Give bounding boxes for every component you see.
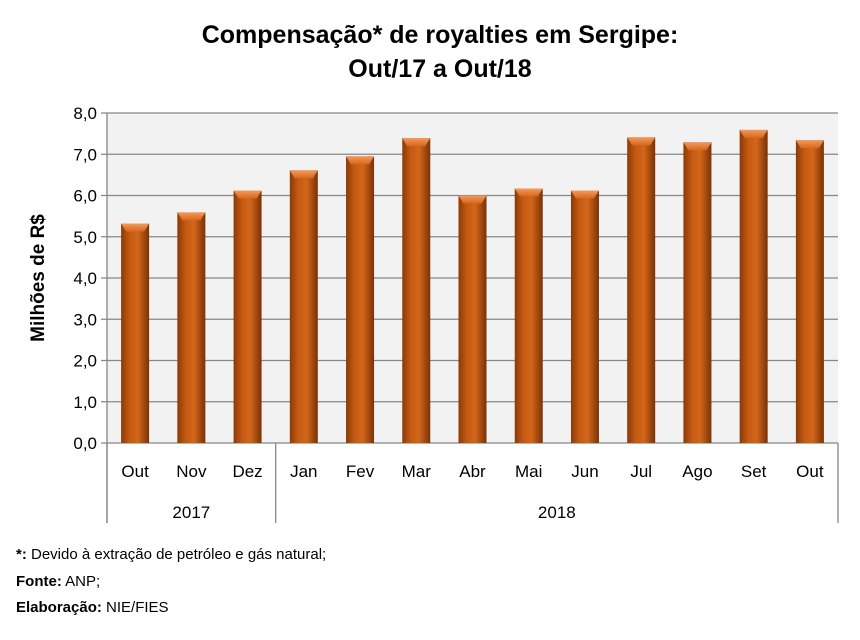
x-tick-label: Mar	[402, 462, 432, 481]
bar	[458, 195, 487, 443]
title-line: Compensação* de royalties em Sergipe:	[201, 21, 679, 49]
bar	[795, 140, 824, 443]
y-tick-label: 1,0	[73, 393, 97, 412]
bar-cap	[346, 156, 375, 165]
chart-title: Compensação* de royalties em Sergipe: Ou…	[0, 18, 860, 86]
bar	[402, 138, 431, 443]
bar	[570, 190, 599, 443]
y-tick-label: 5,0	[73, 228, 97, 247]
x-tick-label: Ago	[682, 462, 712, 481]
group-label: 2017	[172, 503, 210, 522]
y-tick-label: 3,0	[73, 310, 97, 329]
footnote-source: Fonte: ANP;	[16, 573, 100, 590]
x-tick-label: Jul	[630, 462, 652, 481]
y-tick-label: 4,0	[73, 269, 97, 288]
bar-cap	[233, 190, 262, 199]
bar	[739, 129, 768, 443]
footnote-text: Devido à extração de petróleo e gás natu…	[26, 546, 327, 563]
footnote-key: *:	[16, 546, 27, 563]
y-tick-label: 2,0	[73, 352, 97, 371]
x-tick-label: Set	[741, 462, 767, 481]
bar-cap	[402, 138, 431, 147]
bar	[683, 142, 712, 443]
x-tick-label: Nov	[176, 462, 207, 481]
bar	[121, 223, 150, 443]
bar-cap	[739, 129, 768, 138]
x-tick-label: Out	[121, 462, 149, 481]
bar-cap	[177, 212, 206, 221]
bar	[233, 190, 262, 443]
footnote-asterisk: *: Devido à extração de petróleo e gás n…	[16, 546, 326, 563]
x-tick-label: Dez	[232, 462, 262, 481]
footnote-key: Fonte:	[16, 573, 62, 590]
bar-cap	[289, 170, 318, 179]
bar	[289, 170, 318, 443]
bar-cap	[683, 142, 712, 151]
bar-cap	[570, 190, 599, 199]
subtitle-line: Out/17 a Out/18	[348, 55, 532, 83]
bar-cap	[627, 137, 656, 146]
bar	[627, 137, 656, 443]
y-tick-label: 7,0	[73, 145, 97, 164]
bar	[514, 188, 543, 443]
x-tick-label: Abr	[459, 462, 486, 481]
footnote-text: ANP;	[61, 573, 101, 590]
x-tick-label: Jan	[290, 462, 317, 481]
bar	[177, 212, 206, 443]
y-axis-label: Milhões de R$	[28, 214, 49, 342]
y-tick-label: 0,0	[73, 434, 97, 453]
y-tick-label: 6,0	[73, 187, 97, 206]
y-tick-label: 8,0	[73, 104, 97, 123]
bar	[346, 156, 375, 443]
footnote-text: NIE/FIES	[101, 599, 169, 616]
bar-cap	[514, 188, 543, 197]
footnote-key: Elaboração:	[16, 599, 102, 616]
footnote-elaboration: Elaboração: NIE/FIES	[16, 599, 169, 616]
bar-cap	[795, 140, 824, 149]
group-label: 2018	[538, 503, 576, 522]
x-tick-label: Fev	[346, 462, 375, 481]
x-tick-label: Jun	[571, 462, 598, 481]
bar-cap	[121, 223, 150, 232]
x-tick-label: Out	[796, 462, 824, 481]
x-tick-label: Mai	[515, 462, 542, 481]
bar-cap	[458, 195, 487, 204]
